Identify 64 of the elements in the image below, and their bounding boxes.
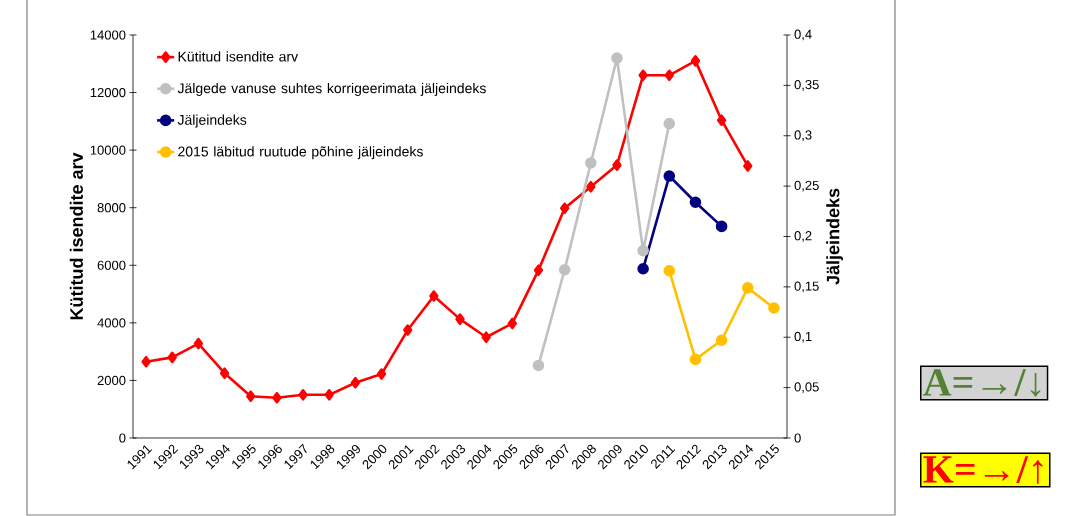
y-tick-label: 0 (119, 433, 126, 443)
point (272, 391, 282, 404)
y2-tick-label: 0,35 (794, 79, 819, 91)
point (663, 170, 676, 182)
legend-label: Kütitud isendite arv (178, 51, 299, 62)
point (533, 264, 544, 276)
point (585, 157, 597, 169)
y-axis-title: Kütitud isendite arv (69, 152, 83, 320)
point (690, 55, 701, 67)
point (246, 390, 256, 403)
y2-tick-label: 0,1 (794, 331, 812, 343)
point (637, 244, 649, 257)
point (716, 114, 727, 126)
point (586, 180, 596, 193)
point (455, 313, 465, 325)
y-tick-label: 10000 (90, 145, 126, 155)
point (637, 262, 649, 275)
point (219, 367, 230, 380)
point (507, 317, 517, 330)
y2-axis-title: Jäljeindeks (826, 188, 843, 285)
y-tick-label: 6000 (97, 260, 126, 270)
point (167, 351, 177, 364)
text: A=→/↓ (923, 369, 1041, 397)
y-tick-label: 12000 (90, 87, 126, 98)
text: K=→/↑ (923, 456, 1043, 484)
point (664, 69, 674, 82)
y2-tick-label: 0,2 (794, 231, 812, 242)
legend-label: 2015 läbitud ruutude põhine jäljeindeks (178, 146, 423, 160)
point (559, 202, 570, 215)
point (689, 196, 702, 209)
point (532, 359, 545, 372)
point (638, 69, 648, 82)
y-tick-label: 8000 (97, 203, 126, 213)
y-tick-label: 2000 (97, 375, 126, 386)
y-tick-label: 4000 (97, 318, 126, 328)
y2-tick-label: 0,05 (794, 382, 819, 393)
point (715, 334, 728, 347)
y2-tick-label: 0,25 (794, 180, 819, 192)
point (768, 302, 780, 314)
y2-tick-label: 0 (794, 433, 801, 443)
point (715, 220, 728, 233)
point (741, 282, 754, 294)
y-tick-label: 14000 (90, 30, 126, 40)
point (376, 368, 387, 380)
point (141, 355, 151, 368)
point (193, 337, 204, 350)
point (743, 160, 753, 172)
point (403, 324, 413, 336)
legend-label: Jäljeindeks (177, 114, 247, 128)
point (611, 52, 623, 64)
y2-tick-label: 0,15 (794, 281, 819, 293)
legend-label: Jälgede vanuse suhtes korrigeerimata jäljeindeks (177, 82, 486, 96)
y2-tick-label: 0,4 (794, 29, 812, 41)
point (612, 159, 622, 171)
point (350, 376, 361, 389)
point (298, 389, 308, 401)
y2-tick-label: 0,3 (794, 130, 812, 142)
point (689, 353, 702, 366)
point (429, 290, 439, 302)
point (663, 117, 676, 130)
point (663, 264, 676, 277)
point (558, 263, 571, 276)
point (481, 331, 491, 344)
point (324, 389, 334, 401)
